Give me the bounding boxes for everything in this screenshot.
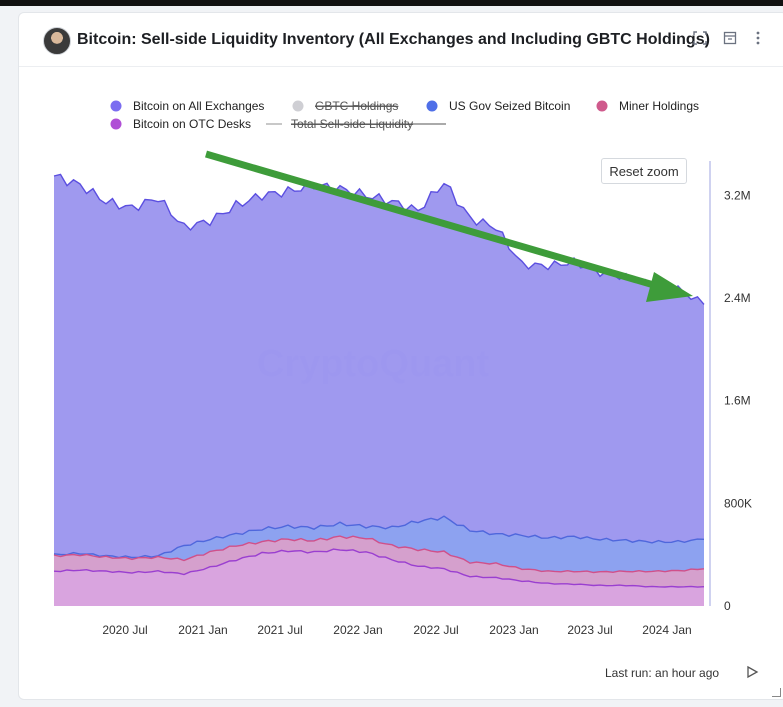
y-tick-label: 0 xyxy=(724,599,731,613)
annotation-arrow-head xyxy=(646,272,693,302)
x-tick-label: 2023 Jan xyxy=(489,623,538,637)
y-tick-label: 2.4M xyxy=(724,291,751,305)
legend-item-label: US Gov Seized Bitcoin xyxy=(449,99,570,113)
legend-marker xyxy=(110,100,122,112)
table-icon[interactable] xyxy=(721,30,739,48)
series-line-3 xyxy=(53,548,705,588)
page-title: Bitcoin: Sell-side Liquidity Inventory (… xyxy=(77,31,710,48)
legend-item-label: Bitcoin on All Exchanges xyxy=(133,99,264,113)
more-icon[interactable] xyxy=(749,30,767,48)
reset-zoom-button[interactable]: Reset zoom xyxy=(601,158,687,184)
series-area-0 xyxy=(54,174,704,606)
series-area-3 xyxy=(54,549,704,606)
x-tick-label: 2023 Jul xyxy=(567,623,612,637)
y-tick-label: 800K xyxy=(724,496,752,510)
x-tick-label: 2021 Jul xyxy=(257,623,302,637)
legend-marker xyxy=(292,100,304,112)
annotation-arrow-shaft xyxy=(205,150,665,292)
y-tick-label: 1.6M xyxy=(724,394,751,408)
top-bar xyxy=(0,0,783,6)
resize-handle-icon[interactable] xyxy=(772,688,781,697)
x-tick-label: 2024 Jan xyxy=(642,623,691,637)
legend-marker xyxy=(596,100,608,112)
legend-item-label: Miner Holdings xyxy=(619,99,699,113)
y-tick-label: 3.2M xyxy=(724,188,751,202)
play-icon[interactable] xyxy=(745,665,759,682)
legend-marker xyxy=(426,100,438,112)
expand-icon[interactable] xyxy=(691,30,709,48)
card-header: Bitcoin: Sell-side Liquidity Inventory (… xyxy=(19,13,783,67)
legend-item-label: Bitcoin on OTC Desks xyxy=(133,117,251,131)
last-run-text: Last run: an hour ago xyxy=(605,666,720,680)
series-line-1 xyxy=(53,515,705,559)
series-line-2 xyxy=(53,535,705,574)
x-tick-label: 2022 Jan xyxy=(333,623,382,637)
x-tick-label: 2021 Jan xyxy=(178,623,227,637)
legend-marker xyxy=(110,118,122,130)
x-tick-label: 2022 Jul xyxy=(413,623,458,637)
x-tick-label: 2020 Jul xyxy=(102,623,147,637)
avatar xyxy=(43,27,71,55)
